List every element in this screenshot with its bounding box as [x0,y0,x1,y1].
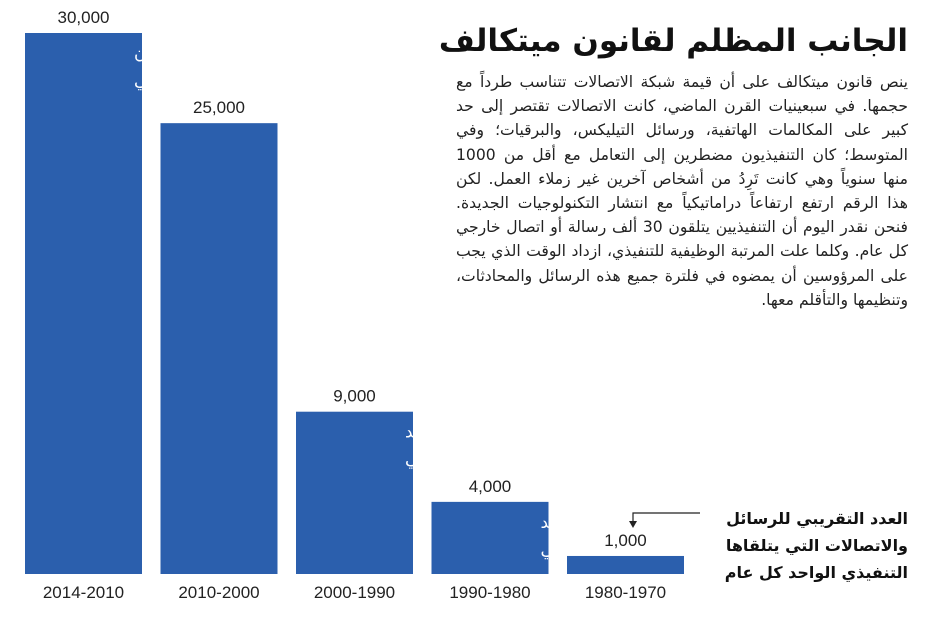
description-text: ينص قانون ميتكالف على أن قيمة شبكة الاتص… [456,73,908,309]
chart-title: الجانب المظلم لقانون ميتكالف [438,23,908,59]
category-label: 1990-1980 [449,583,530,602]
category-label: 2010-2000 [178,583,259,602]
bar-annotation: الصوتي [541,540,593,560]
bar-1980-1970 [567,555,684,574]
value-label: 4,000 [469,477,512,496]
bar-annotation: زيادة البريد [541,513,619,533]
value-label: 9,000 [333,387,376,406]
category-label: 1980-1970 [585,583,666,602]
category-label: 2000-1990 [314,583,395,602]
value-label: 25,000 [193,98,245,117]
bar-annotation: الافتراضي [134,71,204,91]
annotation-arrow [629,512,700,528]
bar-1990-1980 [431,501,549,574]
bar-annotation: الإلكتروني [405,450,476,470]
bar-2014-2010 [25,33,142,574]
value-label: 30,000 [58,8,110,27]
value-label: 1,000 [604,531,647,550]
category-label: 2014-2010 [43,583,124,602]
bar-2000-1990 [296,411,413,574]
description-paragraph: ينص قانون ميتكالف على أن قيمة شبكة الاتص… [456,70,908,312]
bar-2010-2000 [160,123,278,575]
bar-annotation: زيادة البريد [405,423,483,443]
bars-group: 30,000 2014-2010 زيادة التعاون الافتراضي 25,… [25,8,684,602]
chart-annotation: العدد التقريبي للرسائل والاتصالات التي ي… [724,509,908,582]
bar-annotation: زيادة التعاون [134,44,223,64]
